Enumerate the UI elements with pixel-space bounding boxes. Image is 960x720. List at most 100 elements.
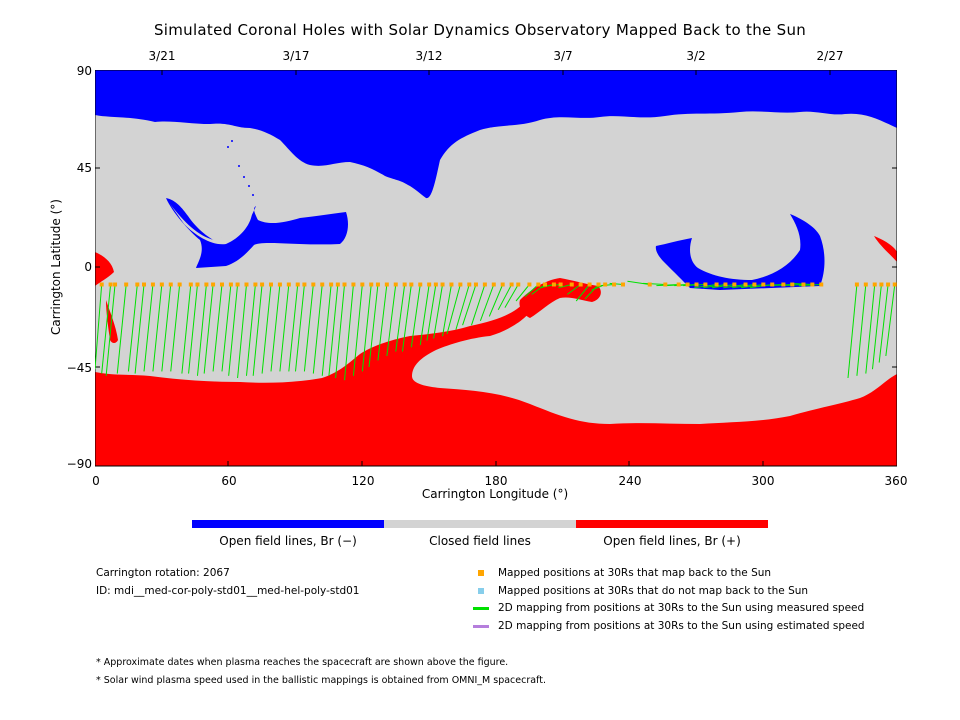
mid-latitude-coronal-hole-west: [166, 198, 348, 268]
mapping-line: [865, 284, 876, 374]
mid-latitude-coronal-hole-east: [655, 214, 825, 290]
mapping-line: [95, 284, 103, 370]
mapped-position-point: [551, 282, 556, 287]
mapped-position-point: [369, 282, 374, 287]
mapping-line: [212, 284, 223, 372]
mapped-position-point: [663, 282, 668, 287]
colorbar-closed: [384, 520, 576, 528]
mapping-line: [856, 284, 867, 376]
mapping-line: [279, 284, 290, 372]
mapping-line: [196, 284, 207, 376]
mapping-line: [228, 284, 239, 376]
mapping-line: [566, 284, 581, 295]
legend-mapped-label: Mapped positions at 30Rs that map back t…: [498, 567, 772, 579]
mapped-position-point: [342, 282, 347, 287]
mapped-position-point: [286, 282, 291, 287]
mapping-line: [878, 284, 889, 363]
mapped-position-point: [150, 282, 155, 287]
mapped-position-point: [612, 282, 617, 287]
mapped-position-point: [235, 282, 240, 287]
mapped-points: [99, 282, 897, 287]
mapped-position-point: [491, 282, 496, 287]
mapping-line: [161, 284, 172, 372]
mid-latitude-coronal-hole-west-gap: [170, 204, 252, 245]
legend-measured-line: [473, 607, 489, 610]
top-date-label: 3/7: [553, 49, 573, 63]
mapping-line: [181, 284, 192, 374]
mapping-line: [295, 284, 305, 372]
carrington-rotation: Carrington rotation: 2067: [96, 567, 230, 579]
colorbar-negative: [192, 520, 384, 528]
mapping-line: [471, 284, 486, 326]
legend-unmapped-label: Mapped positions at 30Rs that do not map…: [498, 585, 809, 597]
mapping-line: [361, 284, 372, 372]
positive-patch-east: [874, 236, 897, 262]
mapped-position-point: [268, 282, 273, 287]
mapped-position-point: [543, 282, 548, 287]
coronal-hole-map: [95, 70, 897, 467]
mapped-position-point: [509, 282, 514, 287]
mapped-position-point: [135, 282, 140, 287]
top-date-label: 3/21: [148, 49, 176, 63]
mapping-line: [442, 284, 452, 337]
mapped-position-point: [113, 282, 118, 287]
blue-specks: [227, 140, 254, 196]
mapping-line: [401, 284, 412, 352]
colorbar-label-closed: Closed field lines: [429, 534, 531, 548]
mapped-position-point: [620, 282, 625, 287]
mapping-line: [143, 284, 154, 372]
mapping-line: [328, 284, 339, 376]
mapped-position-point: [168, 282, 173, 287]
mapped-position-point: [473, 282, 478, 287]
mapping-line: [885, 284, 896, 357]
x-axis-label: Carrington Longitude (°): [421, 487, 569, 501]
footnote-dates: * Approximate dates when plasma reaches …: [96, 657, 509, 668]
mapped-position-point: [647, 282, 652, 287]
mapped-position-point: [418, 282, 423, 287]
mapped-position-point: [781, 282, 786, 287]
mapping-line: [531, 284, 546, 295]
legend-mapped-marker: [478, 570, 484, 576]
mapped-position-point: [99, 282, 104, 287]
mapped-position-point: [892, 282, 897, 287]
y-tick-label: −45: [66, 361, 92, 375]
mapping-line: [321, 284, 332, 376]
mapped-position-point: [402, 282, 407, 287]
mapped-position-point: [244, 282, 249, 287]
mapping-line: [462, 284, 477, 326]
footnote-plasma-speed: * Solar wind plasma speed used in the ba…: [96, 675, 546, 686]
run-id: ID: mdi__med-cor-poly-std01__med-hel-pol…: [96, 585, 360, 597]
mapped-position-point: [819, 282, 824, 287]
mapping-line: [105, 284, 116, 376]
mapping-line: [871, 284, 882, 370]
mapping-line: [344, 284, 354, 381]
mapped-position-point: [578, 282, 583, 287]
mapped-position-point: [159, 282, 164, 287]
mapped-position-point: [714, 282, 719, 287]
mapping-line: [712, 284, 735, 289]
legend-unmapped-marker: [478, 588, 484, 594]
mapping-line: [312, 284, 323, 374]
mapping-lines: [95, 280, 896, 381]
mapping-line: [504, 284, 519, 308]
mapping-line: [847, 284, 858, 379]
mapping-line: [221, 284, 232, 372]
mapping-line: [237, 284, 247, 379]
mapping-line: [288, 284, 299, 372]
y-tick-label: 90: [76, 64, 92, 78]
mapped-position-point: [854, 282, 859, 287]
south-polar-coronal-hole: [95, 282, 897, 466]
mapped-position-point: [124, 282, 129, 287]
mapped-position-point: [351, 282, 356, 287]
mapped-position-point: [228, 282, 233, 287]
mapping-line: [116, 284, 127, 374]
mapping-line: [524, 284, 539, 297]
mapped-position-point: [569, 282, 574, 287]
mapped-position-point: [253, 282, 258, 287]
mapped-position-point: [743, 282, 748, 287]
mapping-line: [170, 284, 181, 372]
mapped-position-point: [440, 282, 445, 287]
mapping-line: [252, 284, 263, 376]
x-tick-label: 240: [618, 474, 642, 488]
mapped-position-point: [375, 282, 380, 287]
